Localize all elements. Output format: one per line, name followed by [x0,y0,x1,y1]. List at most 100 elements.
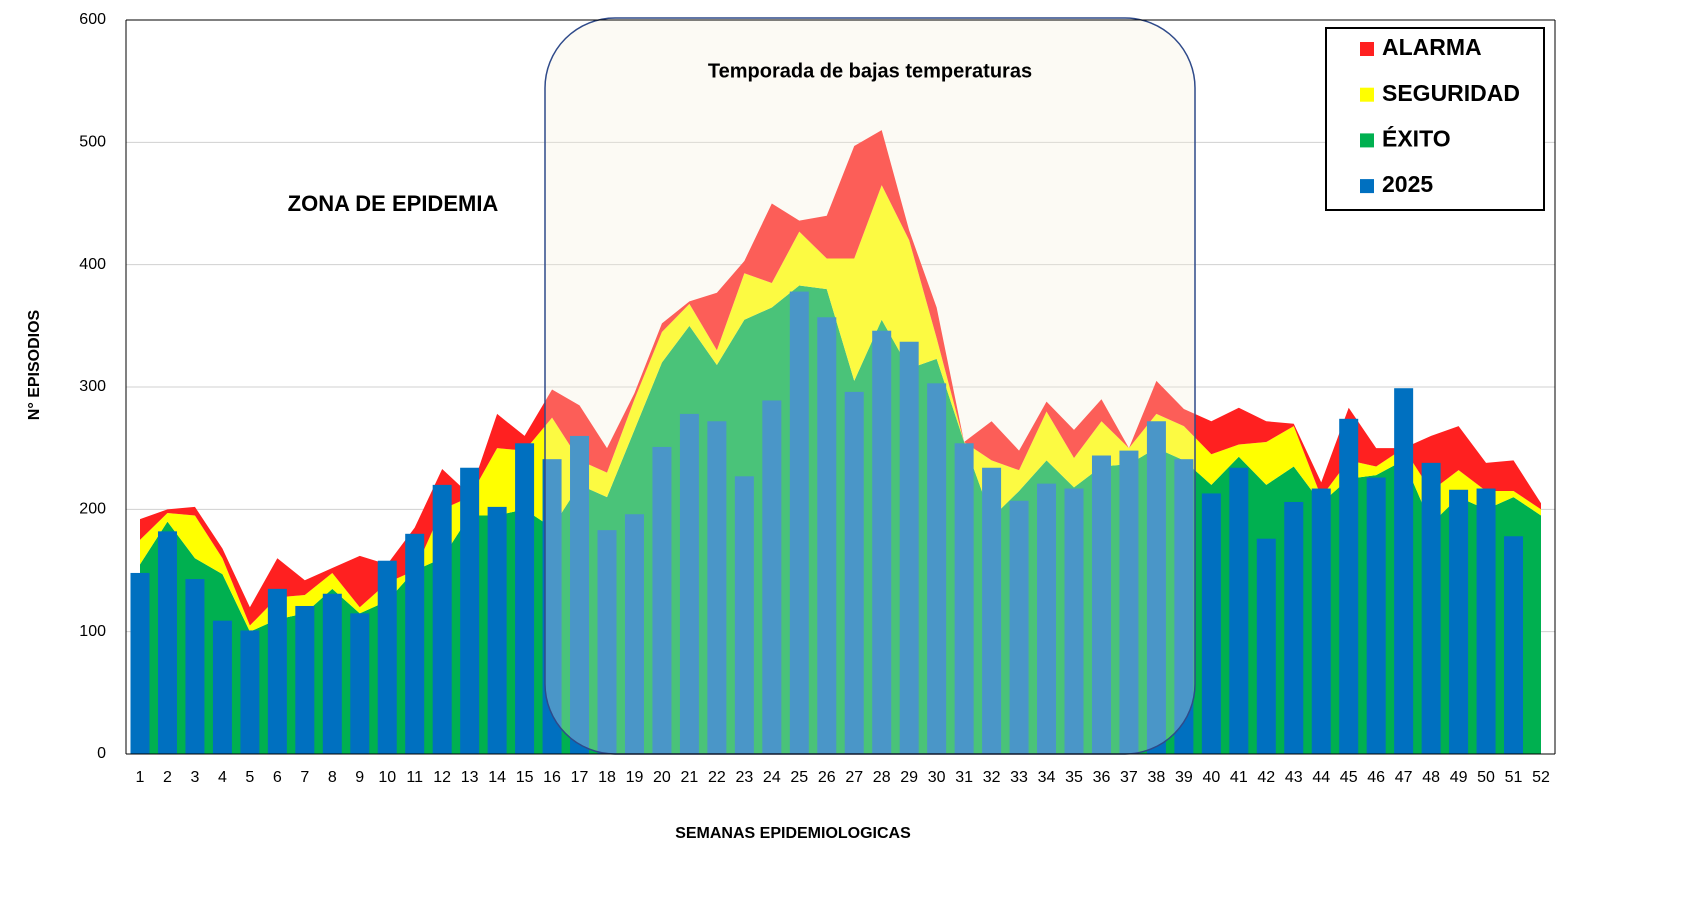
x-tick-label: 16 [543,769,561,786]
bar [1311,488,1331,754]
bar [1174,459,1194,754]
x-axis-label: SEMANAS EPIDEMIOLOGICAS [675,825,911,842]
x-tick-label: 7 [300,769,309,786]
y-axis-label: N° EPISODIOS [26,309,43,420]
annotation: Temporada de bajas temperaturas [708,60,1032,82]
bar [185,579,205,754]
x-tick-label: 27 [845,769,863,786]
x-tick-label: 39 [1175,769,1193,786]
bar [954,443,974,754]
x-tick-label: 49 [1450,769,1468,786]
x-tick-label: 33 [1010,769,1028,786]
bar [212,620,232,754]
y-tick-label: 100 [79,623,106,640]
x-tick-label: 28 [873,769,891,786]
legend-label: SEGURIDAD [1382,80,1520,106]
legend-label: 2025 [1382,171,1433,197]
legend-swatch [1360,87,1374,102]
bar [982,467,1002,754]
x-tick-label: 51 [1505,769,1523,786]
bar [1091,455,1111,754]
x-tick-label: 10 [378,769,396,786]
bar [899,341,919,754]
x-tick-label: 6 [273,769,282,786]
bar [157,531,177,754]
x-tick-label: 15 [516,769,534,786]
bar [844,391,864,754]
bar [405,533,425,754]
area [140,130,1541,626]
bar [1394,388,1414,754]
x-tick-label: 47 [1395,769,1413,786]
bar [377,560,397,754]
x-tick-label: 18 [598,769,616,786]
bar [1339,418,1359,754]
x-tick-label: 40 [1202,769,1220,786]
y-tick-label: 400 [79,256,106,273]
bar [267,588,287,754]
x-tick-label: 3 [190,769,199,786]
x-tick-label: 32 [983,769,1001,786]
bar [1366,477,1386,754]
bar [460,467,480,754]
bar [1201,493,1221,754]
x-tick-label: 20 [653,769,671,786]
x-tick-label: 48 [1422,769,1440,786]
bar [762,400,782,754]
bar [652,446,672,754]
bar [1504,536,1524,754]
x-tick-label: 9 [355,769,364,786]
y-tick-label: 300 [79,378,106,395]
x-tick-label: 38 [1148,769,1166,786]
bar [597,530,617,754]
bar [570,435,590,754]
x-tick-label: 36 [1093,769,1111,786]
bar [322,593,342,754]
bar [1064,488,1084,754]
area [140,185,1541,632]
bar [927,383,947,754]
x-tick-label: 45 [1340,769,1358,786]
bar [432,484,452,754]
legend-label: ÉXITO [1382,124,1451,151]
x-tick-label: 37 [1120,769,1138,786]
x-tick-label: 11 [406,769,423,786]
legend-swatch [1360,42,1374,56]
bar [1256,538,1276,754]
x-tick-label: 42 [1257,769,1275,786]
x-tick-label: 35 [1065,769,1083,786]
y-tick-label: 600 [79,11,106,28]
bar [734,476,754,754]
bar [1037,483,1057,754]
bar [350,613,370,754]
bar [487,506,507,754]
x-tick-label: 12 [433,769,451,786]
x-tick-label: 23 [735,769,753,786]
bar [1146,421,1166,754]
x-tick-label: 44 [1312,769,1330,786]
bar [789,291,809,754]
x-tick-label: 26 [818,769,836,786]
x-tick-label: 21 [681,769,699,786]
bar [1449,489,1469,754]
bar [679,413,699,754]
bar [295,605,315,754]
bar [1009,500,1029,754]
y-tick-label: 0 [97,745,106,762]
x-tick-label: 22 [708,769,726,786]
x-tick-label: 50 [1477,769,1495,786]
legend-swatch [1360,133,1374,148]
bar [1421,462,1441,754]
bar [707,421,727,754]
bar [1284,501,1304,754]
bar [817,317,837,754]
x-tick-label: 29 [900,769,918,786]
x-tick-label: 24 [763,769,781,786]
x-tick-label: 13 [461,769,479,786]
x-tick-label: 31 [955,769,973,786]
x-tick-label: 8 [328,769,337,786]
y-tick-label: 200 [79,501,106,518]
x-tick-label: 2 [163,769,172,786]
x-tick-label: 25 [790,769,808,786]
